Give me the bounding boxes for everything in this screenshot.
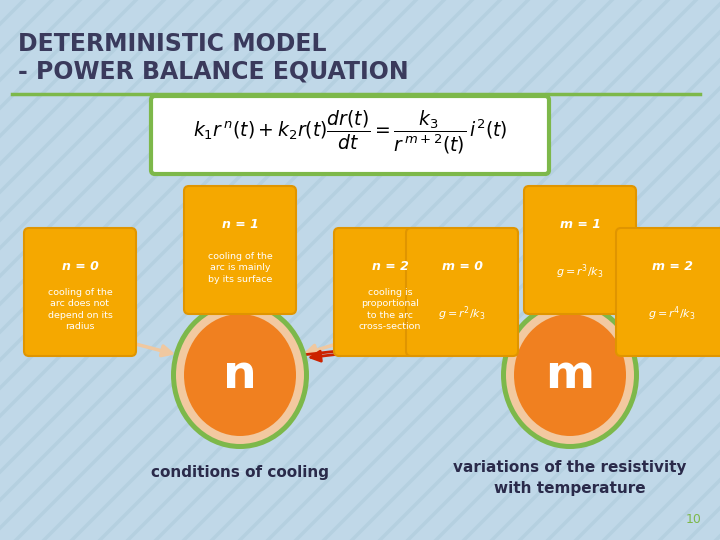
Text: 10: 10 — [686, 513, 702, 526]
Text: DETERMINISTIC MODEL: DETERMINISTIC MODEL — [18, 32, 326, 56]
Ellipse shape — [506, 306, 634, 444]
FancyBboxPatch shape — [406, 228, 518, 356]
FancyBboxPatch shape — [24, 228, 136, 356]
Text: $g = r^4 / k_3$: $g = r^4 / k_3$ — [648, 304, 696, 322]
Text: - POWER BALANCE EQUATION: - POWER BALANCE EQUATION — [18, 60, 409, 84]
Ellipse shape — [184, 314, 296, 436]
FancyBboxPatch shape — [184, 186, 296, 314]
FancyBboxPatch shape — [616, 228, 720, 356]
Text: $k_1 r^{\,n}(t) + k_2 r(t)\dfrac{dr(t)}{dt} = \dfrac{k_3}{r^{\,m+2}(t)}\, i^2(t): $k_1 r^{\,n}(t) + k_2 r(t)\dfrac{dr(t)}{… — [193, 108, 508, 156]
Text: n = 0: n = 0 — [62, 260, 99, 273]
Text: $g = r^2 / k_3$: $g = r^2 / k_3$ — [438, 304, 486, 322]
Ellipse shape — [501, 301, 639, 449]
Text: m: m — [546, 353, 595, 397]
Text: cooling of the
arc does not
depend on its
radius: cooling of the arc does not depend on it… — [48, 288, 112, 332]
Text: m = 0: m = 0 — [441, 260, 482, 273]
Text: m = 2: m = 2 — [652, 260, 693, 273]
Text: #2a2a4a: #2a2a4a — [237, 471, 243, 472]
Text: conditions of cooling: conditions of cooling — [151, 464, 329, 480]
FancyBboxPatch shape — [524, 186, 636, 314]
Text: cooling is
proportional
to the arc
cross-section: cooling is proportional to the arc cross… — [359, 288, 421, 332]
Text: cooling of the
arc is mainly
by its surface: cooling of the arc is mainly by its surf… — [207, 252, 272, 284]
Text: n = 2: n = 2 — [372, 260, 408, 273]
Text: m = 1: m = 1 — [559, 218, 600, 231]
Text: n = 1: n = 1 — [222, 218, 258, 231]
Text: n: n — [223, 353, 257, 397]
Text: variations of the resistivity
with temperature: variations of the resistivity with tempe… — [454, 460, 687, 496]
FancyBboxPatch shape — [151, 96, 549, 174]
Text: $g = r^3 / k_3$: $g = r^3 / k_3$ — [556, 262, 604, 281]
Ellipse shape — [514, 314, 626, 436]
Ellipse shape — [176, 306, 304, 444]
Ellipse shape — [171, 301, 309, 449]
FancyBboxPatch shape — [334, 228, 446, 356]
